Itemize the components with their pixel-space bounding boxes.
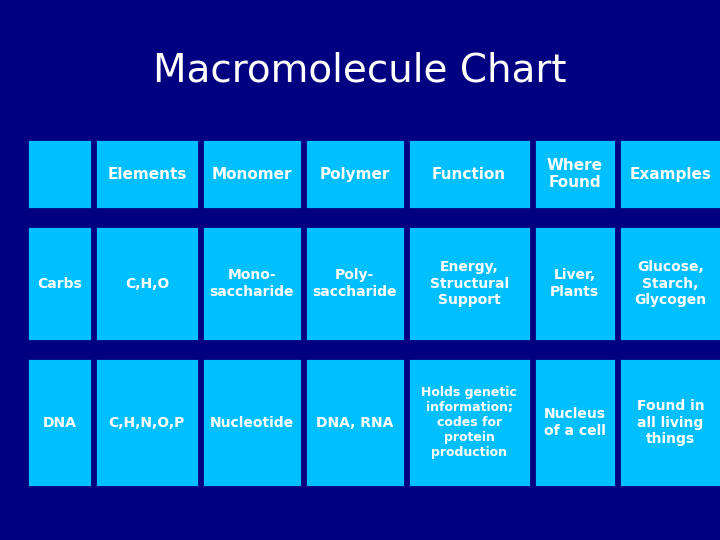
Text: Examples: Examples (629, 167, 711, 181)
Bar (202, 139, 302, 209)
Text: DNA: DNA (42, 416, 76, 429)
Text: Nucleus
of a cell: Nucleus of a cell (544, 408, 606, 437)
Text: Mono-
saccharide: Mono- saccharide (210, 268, 294, 299)
Bar (408, 139, 531, 209)
Bar (27, 358, 92, 487)
Bar (408, 226, 531, 341)
Bar (408, 358, 531, 487)
Text: C,H,O: C,H,O (125, 276, 169, 291)
Text: Monomer: Monomer (212, 167, 292, 181)
Text: Where
Found: Where Found (546, 158, 603, 190)
Bar (534, 226, 616, 341)
Bar (95, 226, 199, 341)
Text: DNA, RNA: DNA, RNA (316, 416, 393, 429)
Text: Macromolecule Chart: Macromolecule Chart (153, 51, 567, 89)
Bar (202, 358, 302, 487)
Text: Function: Function (432, 167, 506, 181)
Bar (534, 358, 616, 487)
Bar (618, 358, 720, 487)
Bar (534, 139, 616, 209)
Text: Polymer: Polymer (320, 167, 390, 181)
Bar (95, 358, 199, 487)
Text: Carbs: Carbs (37, 276, 82, 291)
Text: Liver,
Plants: Liver, Plants (550, 268, 599, 299)
Bar (95, 139, 199, 209)
Text: Holds genetic
information;
codes for
protein
production: Holds genetic information; codes for pro… (421, 386, 517, 459)
Bar (305, 358, 405, 487)
Bar (305, 226, 405, 341)
Text: Nucleotide: Nucleotide (210, 416, 294, 429)
Bar (618, 226, 720, 341)
Text: C,H,N,O,P: C,H,N,O,P (109, 416, 185, 429)
Text: Energy,
Structural
Support: Energy, Structural Support (430, 260, 508, 307)
Bar (305, 139, 405, 209)
Text: Found in
all living
things: Found in all living things (636, 400, 704, 446)
Text: Elements: Elements (107, 167, 186, 181)
Text: Glucose,
Starch,
Glycogen: Glucose, Starch, Glycogen (634, 260, 706, 307)
Bar (618, 139, 720, 209)
Bar (27, 226, 92, 341)
Bar (27, 139, 92, 209)
Bar (202, 226, 302, 341)
Text: Poly-
saccharide: Poly- saccharide (312, 268, 397, 299)
